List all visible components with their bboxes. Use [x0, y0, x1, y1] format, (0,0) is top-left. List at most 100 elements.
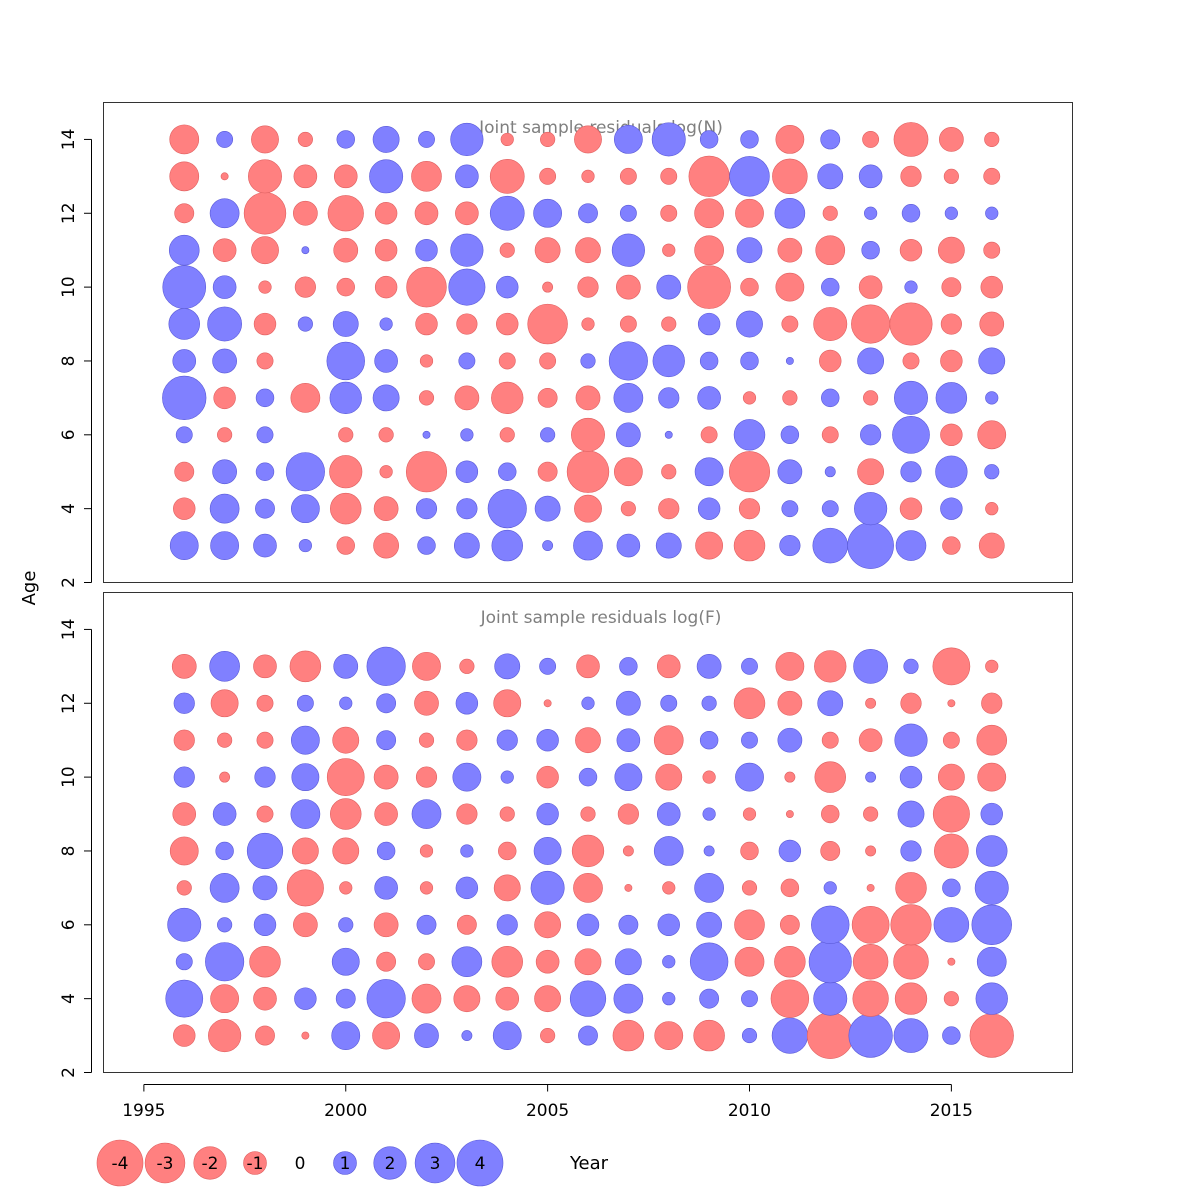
- residual-bubble: [770, 979, 810, 1018]
- residual-bubble: [499, 242, 515, 258]
- residual-bubble: [491, 381, 524, 415]
- residual-bubble: [495, 986, 520, 1011]
- residual-bubble: [455, 460, 479, 483]
- residual-bubble: [574, 125, 602, 154]
- residual-bubble: [456, 803, 478, 825]
- residual-bubble: [693, 1019, 725, 1052]
- y-tick-label: 6: [59, 919, 79, 930]
- residual-bubble: [688, 155, 730, 197]
- residual-bubble: [540, 427, 556, 443]
- residual-bubble: [581, 317, 595, 331]
- residual-bubble: [326, 341, 365, 381]
- residual-bubble: [173, 729, 195, 751]
- residual-bubble: [453, 532, 480, 559]
- residual-bubble: [851, 905, 890, 944]
- residual-bubble: [374, 349, 398, 373]
- residual-bubble: [500, 770, 514, 784]
- y-tick-label: 6: [59, 429, 79, 440]
- residual-bubble: [985, 659, 999, 673]
- residual-bubble: [573, 530, 603, 561]
- residual-bubble: [935, 455, 968, 488]
- residual-bubble: [459, 658, 475, 674]
- residual-bubble: [697, 312, 721, 336]
- residual-bubble: [289, 650, 322, 683]
- residual-bubble: [212, 459, 237, 485]
- residual-bubble: [657, 913, 680, 937]
- residual-bubble: [616, 422, 641, 448]
- residual-bubble: [332, 837, 360, 865]
- residual-bubble: [733, 419, 766, 451]
- residual-bubble: [779, 534, 801, 557]
- residual-bubble: [571, 834, 605, 868]
- residual-bubble: [212, 348, 237, 374]
- legend-bubble: [193, 1146, 227, 1180]
- residual-bubble: [774, 946, 806, 978]
- y-tick-label: 14: [59, 129, 79, 151]
- residual-bubble: [619, 315, 637, 333]
- residual-bubble: [817, 690, 844, 717]
- residual-bubble: [852, 980, 889, 1017]
- residual-bubble: [939, 127, 964, 152]
- residual-bubble: [853, 648, 888, 684]
- residual-bubble: [821, 388, 840, 408]
- residual-bubble: [624, 883, 633, 892]
- legend-bubble: [414, 1142, 456, 1184]
- residual-bubble: [613, 457, 643, 487]
- legend-label: 1: [340, 1154, 351, 1174]
- residual-bubble: [894, 723, 928, 757]
- legend-bubble: [373, 1146, 407, 1180]
- residual-bubble: [772, 158, 808, 195]
- residual-bubble: [253, 986, 277, 1011]
- panel-top-y-axis: 2 4 6 8 10 12 14: [59, 129, 92, 588]
- residual-bubble: [741, 990, 758, 1008]
- residual-bubble: [174, 203, 195, 224]
- residual-bubble: [729, 156, 770, 197]
- residual-bubble: [899, 238, 923, 262]
- residual-bubble: [900, 840, 922, 862]
- residual-bubble: [889, 302, 933, 346]
- residual-bubble: [736, 310, 763, 338]
- residual-bubble: [253, 913, 277, 937]
- residual-bubble: [330, 798, 362, 830]
- residual-bubble: [220, 172, 229, 181]
- residual-bubble: [740, 841, 759, 861]
- residual-bubble: [496, 312, 519, 336]
- residual-bubble: [944, 206, 958, 220]
- y-tick-label: 8: [59, 356, 79, 367]
- residual-bubble: [418, 732, 435, 748]
- residual-bubble: [293, 200, 318, 226]
- residual-bubble: [699, 130, 719, 149]
- residual-bubble: [172, 349, 197, 373]
- residual-bubble: [894, 982, 928, 1015]
- residual-bubble: [977, 762, 1007, 792]
- residual-bubble: [256, 694, 274, 712]
- residual-bubble: [854, 492, 888, 526]
- residual-bubble: [575, 727, 601, 754]
- residual-bubble: [500, 132, 514, 147]
- residual-bubble: [656, 654, 681, 679]
- residual-bubble: [219, 771, 231, 783]
- residual-bubble: [934, 833, 969, 869]
- residual-bubble: [493, 689, 522, 718]
- residual-bubble: [942, 1026, 961, 1045]
- residual-bubble: [733, 529, 766, 562]
- residual-bubble: [243, 192, 287, 235]
- residual-bubble: [369, 159, 404, 194]
- residual-bubble: [416, 914, 437, 935]
- residual-bubble: [162, 375, 207, 421]
- residual-bubble: [980, 802, 1003, 826]
- residual-bubble: [162, 265, 207, 309]
- residual-bubble: [863, 806, 879, 822]
- residual-bubble: [777, 727, 803, 753]
- residual-bubble: [456, 914, 477, 935]
- residual-bubble: [576, 913, 600, 937]
- legend-bubble: [456, 1139, 504, 1187]
- residual-bubble: [694, 235, 724, 266]
- residual-bubble: [777, 237, 803, 263]
- residual-bubble: [774, 197, 806, 229]
- residual-bubble: [741, 657, 758, 675]
- residual-bubble: [702, 770, 716, 784]
- residual-bubble: [823, 881, 837, 895]
- residual-bubble: [455, 201, 479, 226]
